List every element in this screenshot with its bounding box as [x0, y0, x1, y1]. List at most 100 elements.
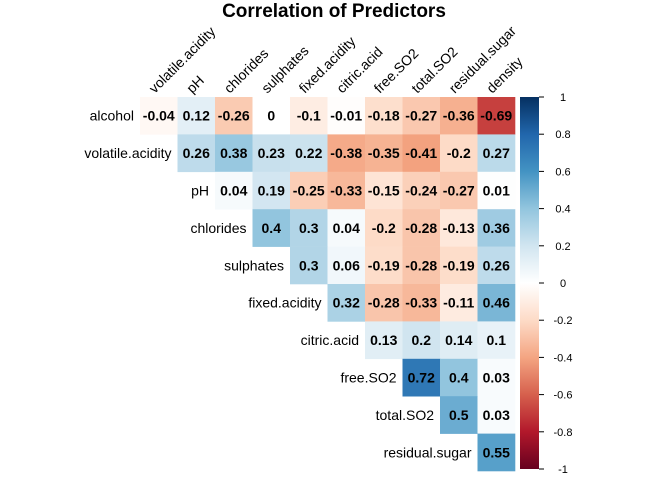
- cell-value-label: 0.38: [220, 145, 247, 161]
- heatmap-cell: [440, 209, 478, 247]
- heatmap-cell: [477, 97, 516, 135]
- heatmap-cell: [440, 358, 478, 397]
- heatmap-cell: [252, 209, 291, 247]
- heatmap-cell: [290, 246, 328, 285]
- cell-value-label: -0.18: [368, 108, 400, 124]
- heatmap-cell: [327, 284, 366, 322]
- cell-value-label: -0.15: [368, 183, 400, 199]
- cell-value-label: 0: [267, 108, 275, 124]
- heatmap-cell: [440, 134, 478, 173]
- cell-value-label: 0.01: [483, 183, 510, 199]
- heatmap-cell: [440, 321, 478, 360]
- heatmap-cell: [477, 358, 516, 397]
- heatmap-cell: [177, 134, 216, 173]
- heatmap-cell: [402, 321, 441, 360]
- cell-value-label: 0.2: [412, 332, 432, 348]
- cell-value-label: -0.38: [330, 145, 362, 161]
- heatmap-cell: [365, 134, 403, 173]
- heatmap-cell: [477, 134, 516, 173]
- heatmap-cell: [440, 396, 478, 434]
- colorbar-tick-label: 0.4: [555, 204, 570, 216]
- cell-value-label: -0.69: [480, 108, 512, 124]
- row-label: free.SO2: [340, 370, 396, 386]
- cell-value-label: -0.19: [443, 257, 475, 273]
- cell-value-label: -0.33: [405, 295, 437, 311]
- cell-value-label: 0.19: [258, 183, 285, 199]
- cell-value-label: -0.24: [405, 183, 437, 199]
- cell-value-label: 0.26: [183, 145, 210, 161]
- heatmap-cell: [477, 284, 516, 322]
- heatmap-cell: [402, 209, 441, 247]
- cell-value-label: -0.2: [447, 145, 471, 161]
- heatmap-cell: [477, 171, 516, 210]
- heatmap-cell: [402, 284, 441, 322]
- heatmap-cell: [477, 321, 516, 360]
- cell-value-label: -0.33: [330, 183, 362, 199]
- cell-value-label: 0.12: [183, 108, 210, 124]
- row-label: volatile.acidity: [84, 145, 171, 161]
- chart-title: Correlation of Predictors: [222, 1, 446, 22]
- cell-value-label: 0.36: [483, 220, 510, 236]
- cell-value-label: 0.32: [333, 295, 360, 311]
- cell-value-label: -0.2: [372, 220, 396, 236]
- heatmap-cell: [402, 358, 441, 397]
- cell-value-label: 0.27: [483, 145, 510, 161]
- heatmap-cell: [290, 97, 328, 135]
- colorbar-tick-label: 0.8: [555, 129, 570, 141]
- heatmap-cells: -0.04 0.12 -0.26 0 -0.1 -0.01 -0.18 -0.27 -0.36-…: [140, 97, 516, 472]
- colorbar-tick-label: -0.6: [554, 390, 573, 402]
- cell-value-label: -0.13: [443, 220, 475, 236]
- cell-value-label: -0.25: [293, 183, 325, 199]
- cell-value-label: -0.04: [143, 108, 175, 124]
- colorbar-tick-label: 0: [560, 278, 566, 290]
- cell-value-label: 0.14: [445, 332, 472, 348]
- cell-value-label: 0.04: [333, 220, 360, 236]
- colorbar-tick-label: -0.8: [554, 427, 573, 439]
- heatmap-cell: [327, 134, 366, 173]
- cell-value-label: -0.28: [405, 257, 437, 273]
- colorbar-tick-label: 0.2: [555, 241, 570, 253]
- heatmap-cell: [327, 209, 366, 247]
- heatmap-cell: [402, 134, 441, 173]
- heatmap-cell: [290, 171, 328, 210]
- heatmap-cell: [252, 97, 291, 135]
- row-label: sulphates: [224, 257, 284, 273]
- row-label: citric.acid: [301, 332, 359, 348]
- cell-value-label: -0.36: [443, 108, 475, 124]
- heatmap-cell: [477, 209, 516, 247]
- cell-value-label: -0.26: [218, 108, 250, 124]
- cell-value-label: 0.06: [333, 257, 360, 273]
- heatmap-cell: [365, 171, 403, 210]
- row-label: chlorides: [190, 220, 246, 236]
- cell-value-label: 0.3: [299, 220, 319, 236]
- cell-value-label: 0.22: [295, 145, 322, 161]
- heatmap-cell: [365, 97, 403, 135]
- heatmap-cell: [365, 284, 403, 322]
- cell-value-label: -0.11: [443, 295, 474, 311]
- row-label: pH: [191, 183, 209, 199]
- cell-value-label: -0.35: [368, 145, 400, 161]
- heatmap-cell: [402, 97, 441, 135]
- cell-value-label: 0.13: [370, 332, 397, 348]
- colorbar-tick-label: -0.4: [554, 352, 573, 364]
- heatmap-cell: [140, 97, 178, 135]
- row-label: residual.sugar: [384, 444, 472, 460]
- row-label: total.SO2: [376, 407, 435, 423]
- row-labels: alcohol volatile.acidity pH chlorides sulpha…: [84, 108, 471, 461]
- heatmap-cell: [440, 97, 478, 135]
- heatmap-cell: [252, 134, 291, 173]
- cell-value-label: 0.23: [258, 145, 285, 161]
- cell-value-label: -0.19: [368, 257, 400, 273]
- row-label: alcohol: [90, 108, 134, 124]
- heatmap-cell: [477, 246, 516, 285]
- colorbar-tick-label: -0.2: [554, 315, 573, 327]
- cell-value-label: 0.1: [487, 332, 507, 348]
- column-label: pH: [183, 72, 207, 96]
- heatmap-cell: [440, 171, 478, 210]
- heatmap-cell: [327, 97, 366, 135]
- heatmap-cell: [402, 246, 441, 285]
- cell-value-label: 0.72: [408, 370, 435, 386]
